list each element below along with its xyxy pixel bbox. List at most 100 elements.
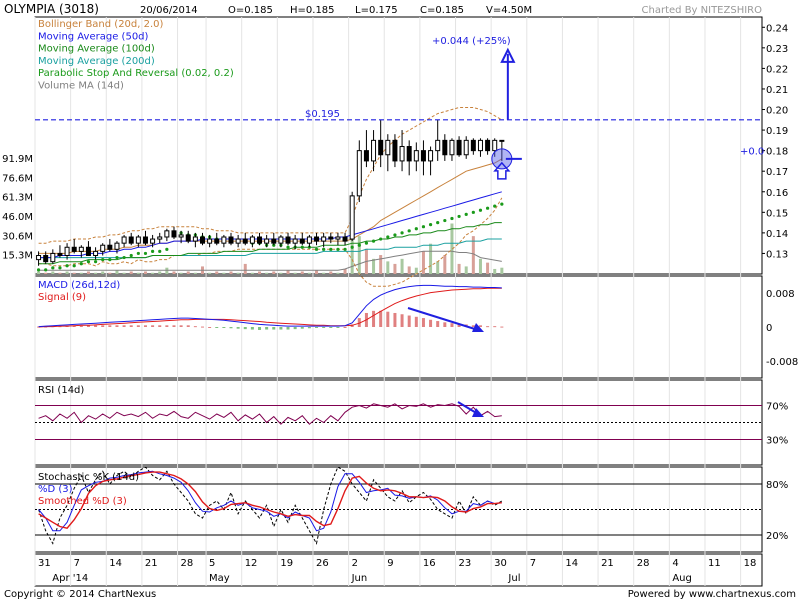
psar-dot bbox=[400, 231, 404, 235]
macd-tick-label: 0 bbox=[766, 323, 772, 334]
volume-tick-label: 76.6M bbox=[2, 173, 33, 184]
volume-bar bbox=[58, 272, 62, 274]
candle-body bbox=[164, 230, 170, 238]
candle-body bbox=[192, 236, 198, 242]
volume-bar bbox=[115, 270, 119, 274]
volume-bar bbox=[336, 272, 340, 274]
price-tick-label: 0.14 bbox=[766, 229, 788, 240]
candle-body bbox=[385, 139, 391, 156]
volume-bar bbox=[429, 243, 433, 274]
psar-dot bbox=[129, 253, 133, 258]
rsi-line bbox=[38, 403, 502, 425]
date-tick-label: 28 bbox=[637, 558, 650, 569]
candle-body bbox=[392, 139, 398, 162]
month-label: Apr '14 bbox=[52, 573, 88, 584]
date-axis: 31 7 14 21 28 5 12 19 26 2 9 16 23 30 7 14 21 28 4 11 18 Apr … bbox=[38, 558, 756, 584]
macd-histogram-bar bbox=[386, 311, 390, 327]
candle-body bbox=[57, 252, 63, 256]
candle-body bbox=[306, 236, 312, 244]
macd-histogram-bar bbox=[236, 327, 240, 329]
price-tick-label: 0.23 bbox=[766, 44, 788, 55]
candle-body bbox=[121, 236, 127, 244]
macd-histogram-bar bbox=[186, 325, 190, 327]
candle-body bbox=[85, 246, 91, 256]
macd-signal-line bbox=[38, 287, 502, 328]
price-legend-entry: Volume MA (14d) bbox=[38, 81, 124, 92]
date-tick-label: 7 bbox=[530, 558, 536, 569]
volume-bar bbox=[329, 271, 333, 274]
candle-body bbox=[142, 236, 148, 244]
psar-dot bbox=[151, 249, 155, 253]
macd-histogram-bar bbox=[457, 324, 461, 327]
macd-histogram-bar bbox=[343, 327, 347, 328]
candle-body bbox=[492, 139, 498, 152]
volume-bar bbox=[222, 272, 226, 274]
date-tick-label: 30 bbox=[494, 558, 507, 569]
volume-bar bbox=[250, 272, 254, 274]
macd-histogram-bar bbox=[101, 325, 105, 327]
volume-bar bbox=[236, 272, 240, 274]
volume-bar bbox=[493, 268, 497, 274]
candle-body bbox=[406, 146, 412, 162]
date-tick-label: 18 bbox=[744, 558, 757, 569]
macd-tick-label: 0.008 bbox=[766, 289, 795, 300]
candle-body bbox=[371, 139, 377, 162]
charted-by: Charted By NITEZSHIRO bbox=[642, 5, 763, 16]
psar-dot bbox=[478, 208, 483, 212]
stoch-legend-smoothed-d: Smoothed %D (3) bbox=[38, 496, 127, 507]
footer-powered-by[interactable]: Powered by www.chartnexus.com bbox=[628, 589, 796, 600]
price-legend-entry: Moving Average (200d) bbox=[38, 56, 155, 67]
psar-dot bbox=[165, 247, 169, 251]
candle-body bbox=[242, 238, 248, 244]
volume-tick-label: 91.9M bbox=[2, 154, 33, 165]
rsi-panel: 70% 30% bbox=[35, 401, 788, 447]
candle-body bbox=[171, 230, 177, 238]
volume-bar bbox=[322, 272, 326, 274]
macd-histogram-bar bbox=[265, 327, 269, 330]
date-tick-label: 7 bbox=[74, 558, 80, 569]
macd-tick-label: -0.008 bbox=[766, 357, 798, 368]
volume-bar bbox=[258, 271, 262, 274]
candle-body bbox=[442, 139, 448, 156]
volume-bar bbox=[94, 272, 98, 274]
volume-bar bbox=[229, 271, 233, 274]
stoch-legend-d: %D (3) bbox=[38, 484, 73, 495]
stoch-smoothed-d-line bbox=[38, 471, 502, 529]
macd-histogram-bar bbox=[400, 314, 404, 327]
volume-bar bbox=[101, 271, 105, 274]
candle-body bbox=[399, 146, 405, 162]
date-tick-label: 31 bbox=[38, 558, 51, 569]
candle-body bbox=[356, 150, 362, 197]
psar-dot bbox=[143, 251, 148, 256]
month-label: May bbox=[209, 573, 230, 584]
month-label: Jun bbox=[351, 573, 368, 584]
candle-body bbox=[413, 150, 419, 162]
macd-histogram-bar bbox=[136, 325, 140, 327]
psar-dot bbox=[58, 266, 62, 270]
candle-body bbox=[299, 238, 305, 244]
price-tick-label: 0.21 bbox=[766, 85, 788, 96]
macd-down-arrow-head bbox=[472, 323, 484, 332]
rsi-tick-label: 30% bbox=[766, 436, 788, 447]
month-label: Jul bbox=[507, 573, 520, 584]
psar-dot bbox=[371, 239, 376, 243]
psar-dot bbox=[485, 206, 490, 210]
volume-bar bbox=[386, 261, 390, 274]
volume-bar bbox=[379, 255, 383, 274]
macd-histogram-bar bbox=[179, 325, 183, 327]
psar-dot bbox=[329, 247, 333, 251]
macd-histogram-bar bbox=[421, 318, 425, 327]
date-tick-label: 5 bbox=[209, 558, 215, 569]
volume-bar bbox=[307, 272, 311, 274]
footer-copyright: Copyright © 2014 ChartNexus bbox=[4, 589, 156, 600]
macd-histogram-bar bbox=[429, 319, 433, 327]
target-arrow-head bbox=[500, 47, 516, 63]
volume-ma-line bbox=[38, 250, 502, 271]
psar-dot bbox=[65, 264, 69, 268]
volume-bar bbox=[293, 272, 297, 274]
volume-bar bbox=[393, 263, 397, 274]
volume-bar bbox=[272, 271, 276, 274]
candle-body bbox=[257, 236, 263, 244]
psar-dot bbox=[464, 212, 468, 216]
macd-histogram-bar bbox=[200, 326, 204, 328]
